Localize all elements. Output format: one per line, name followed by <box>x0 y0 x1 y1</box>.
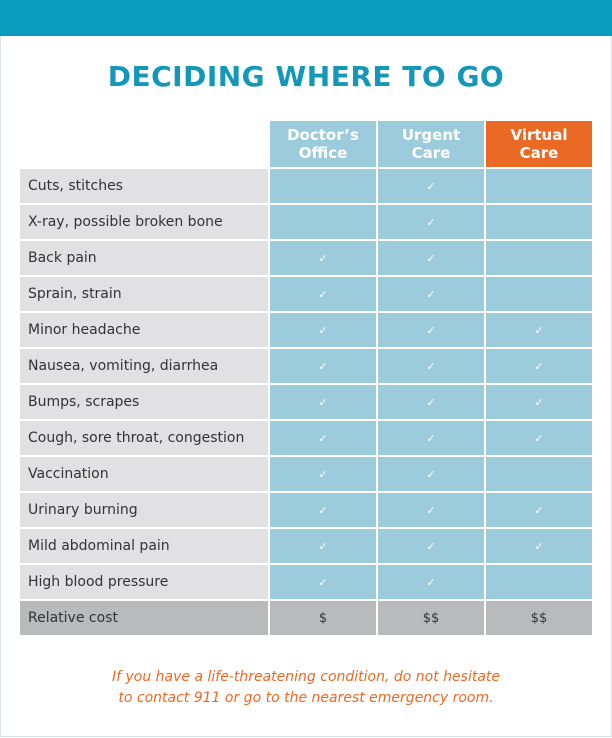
cell: ✓ <box>378 493 484 527</box>
table-row: Back pain ✓ ✓ <box>20 241 592 275</box>
table-row: Nausea, vomiting, diarrhea ✓ ✓ ✓ <box>20 349 592 383</box>
cell: ✓ <box>486 385 592 419</box>
table-row: High blood pressure ✓ ✓ <box>20 565 592 599</box>
cell: ✓ <box>378 349 484 383</box>
cell <box>486 205 592 239</box>
row-label: Vaccination <box>20 457 268 491</box>
row-label: X-ray, possible broken bone <box>20 205 268 239</box>
table-row: Cough, sore throat, congestion ✓ ✓ ✓ <box>20 421 592 455</box>
table-row: Cuts, stitches ✓ <box>20 169 592 203</box>
cell: ✓ <box>378 205 484 239</box>
cell: ✓ <box>270 421 376 455</box>
cell <box>486 457 592 491</box>
table-row: Mild abdominal pain ✓ ✓ ✓ <box>20 529 592 563</box>
table-row: Minor headache ✓ ✓ ✓ <box>20 313 592 347</box>
column-header: Virtual Care <box>486 121 592 167</box>
cell: ✓ <box>270 385 376 419</box>
cell: ✓ <box>378 565 484 599</box>
table-row: Bumps, scrapes ✓ ✓ ✓ <box>20 385 592 419</box>
column-header: Urgent Care <box>378 121 484 167</box>
row-label: Bumps, scrapes <box>20 385 268 419</box>
row-label: Urinary burning <box>20 493 268 527</box>
row-label: Relative cost <box>20 601 268 635</box>
column-header: Doctor’s Office <box>270 121 376 167</box>
table-row: Vaccination ✓ ✓ <box>20 457 592 491</box>
cell <box>270 205 376 239</box>
row-label: Sprain, strain <box>20 277 268 311</box>
footer-line: If you have a life-threatening condition… <box>111 669 501 685</box>
cell: $$ <box>378 601 484 635</box>
row-label: Nausea, vomiting, diarrhea <box>20 349 268 383</box>
cell: $$ <box>486 601 592 635</box>
row-label: Back pain <box>20 241 268 275</box>
cell: ✓ <box>270 277 376 311</box>
cell: ✓ <box>378 313 484 347</box>
cell: ✓ <box>378 385 484 419</box>
cell <box>270 169 376 203</box>
cell: ✓ <box>378 169 484 203</box>
row-label: Minor headache <box>20 313 268 347</box>
row-label: Cough, sore throat, congestion <box>20 421 268 455</box>
cell <box>486 277 592 311</box>
table-row: Sprain, strain ✓ ✓ <box>20 277 592 311</box>
footer-line: to contact 911 or go to the nearest emer… <box>118 690 494 706</box>
cell: ✓ <box>270 349 376 383</box>
cell: ✓ <box>378 457 484 491</box>
table-row: Relative cost $ $$ $$ <box>20 601 592 635</box>
cell: ✓ <box>486 421 592 455</box>
cell: ✓ <box>486 313 592 347</box>
table-row: Urinary burning ✓ ✓ ✓ <box>20 493 592 527</box>
cell: $ <box>270 601 376 635</box>
cell: ✓ <box>270 457 376 491</box>
cell: ✓ <box>270 313 376 347</box>
cell: ✓ <box>270 529 376 563</box>
cell: ✓ <box>378 241 484 275</box>
cell: ✓ <box>486 493 592 527</box>
cell: ✓ <box>486 529 592 563</box>
cell: ✓ <box>378 277 484 311</box>
table-row: X-ray, possible broken bone ✓ <box>20 205 592 239</box>
cell: ✓ <box>486 349 592 383</box>
cell <box>486 241 592 275</box>
cell: ✓ <box>378 529 484 563</box>
cell: ✓ <box>270 493 376 527</box>
row-label: High blood pressure <box>20 565 268 599</box>
cell: ✓ <box>378 421 484 455</box>
header-row: Doctor’s Office Urgent Care Virtual Care <box>20 121 592 167</box>
top-bar <box>0 0 612 36</box>
row-label: Cuts, stitches <box>20 169 268 203</box>
header-blank <box>20 121 268 167</box>
row-label: Mild abdominal pain <box>20 529 268 563</box>
cell <box>486 565 592 599</box>
footer-note: If you have a life-threatening condition… <box>0 667 612 709</box>
comparison-table: Doctor’s Office Urgent Care Virtual Care Cu… <box>18 119 594 637</box>
cell: ✓ <box>270 241 376 275</box>
cell: ✓ <box>270 565 376 599</box>
title: DECIDING WHERE TO GO <box>107 60 505 93</box>
cell <box>486 169 592 203</box>
